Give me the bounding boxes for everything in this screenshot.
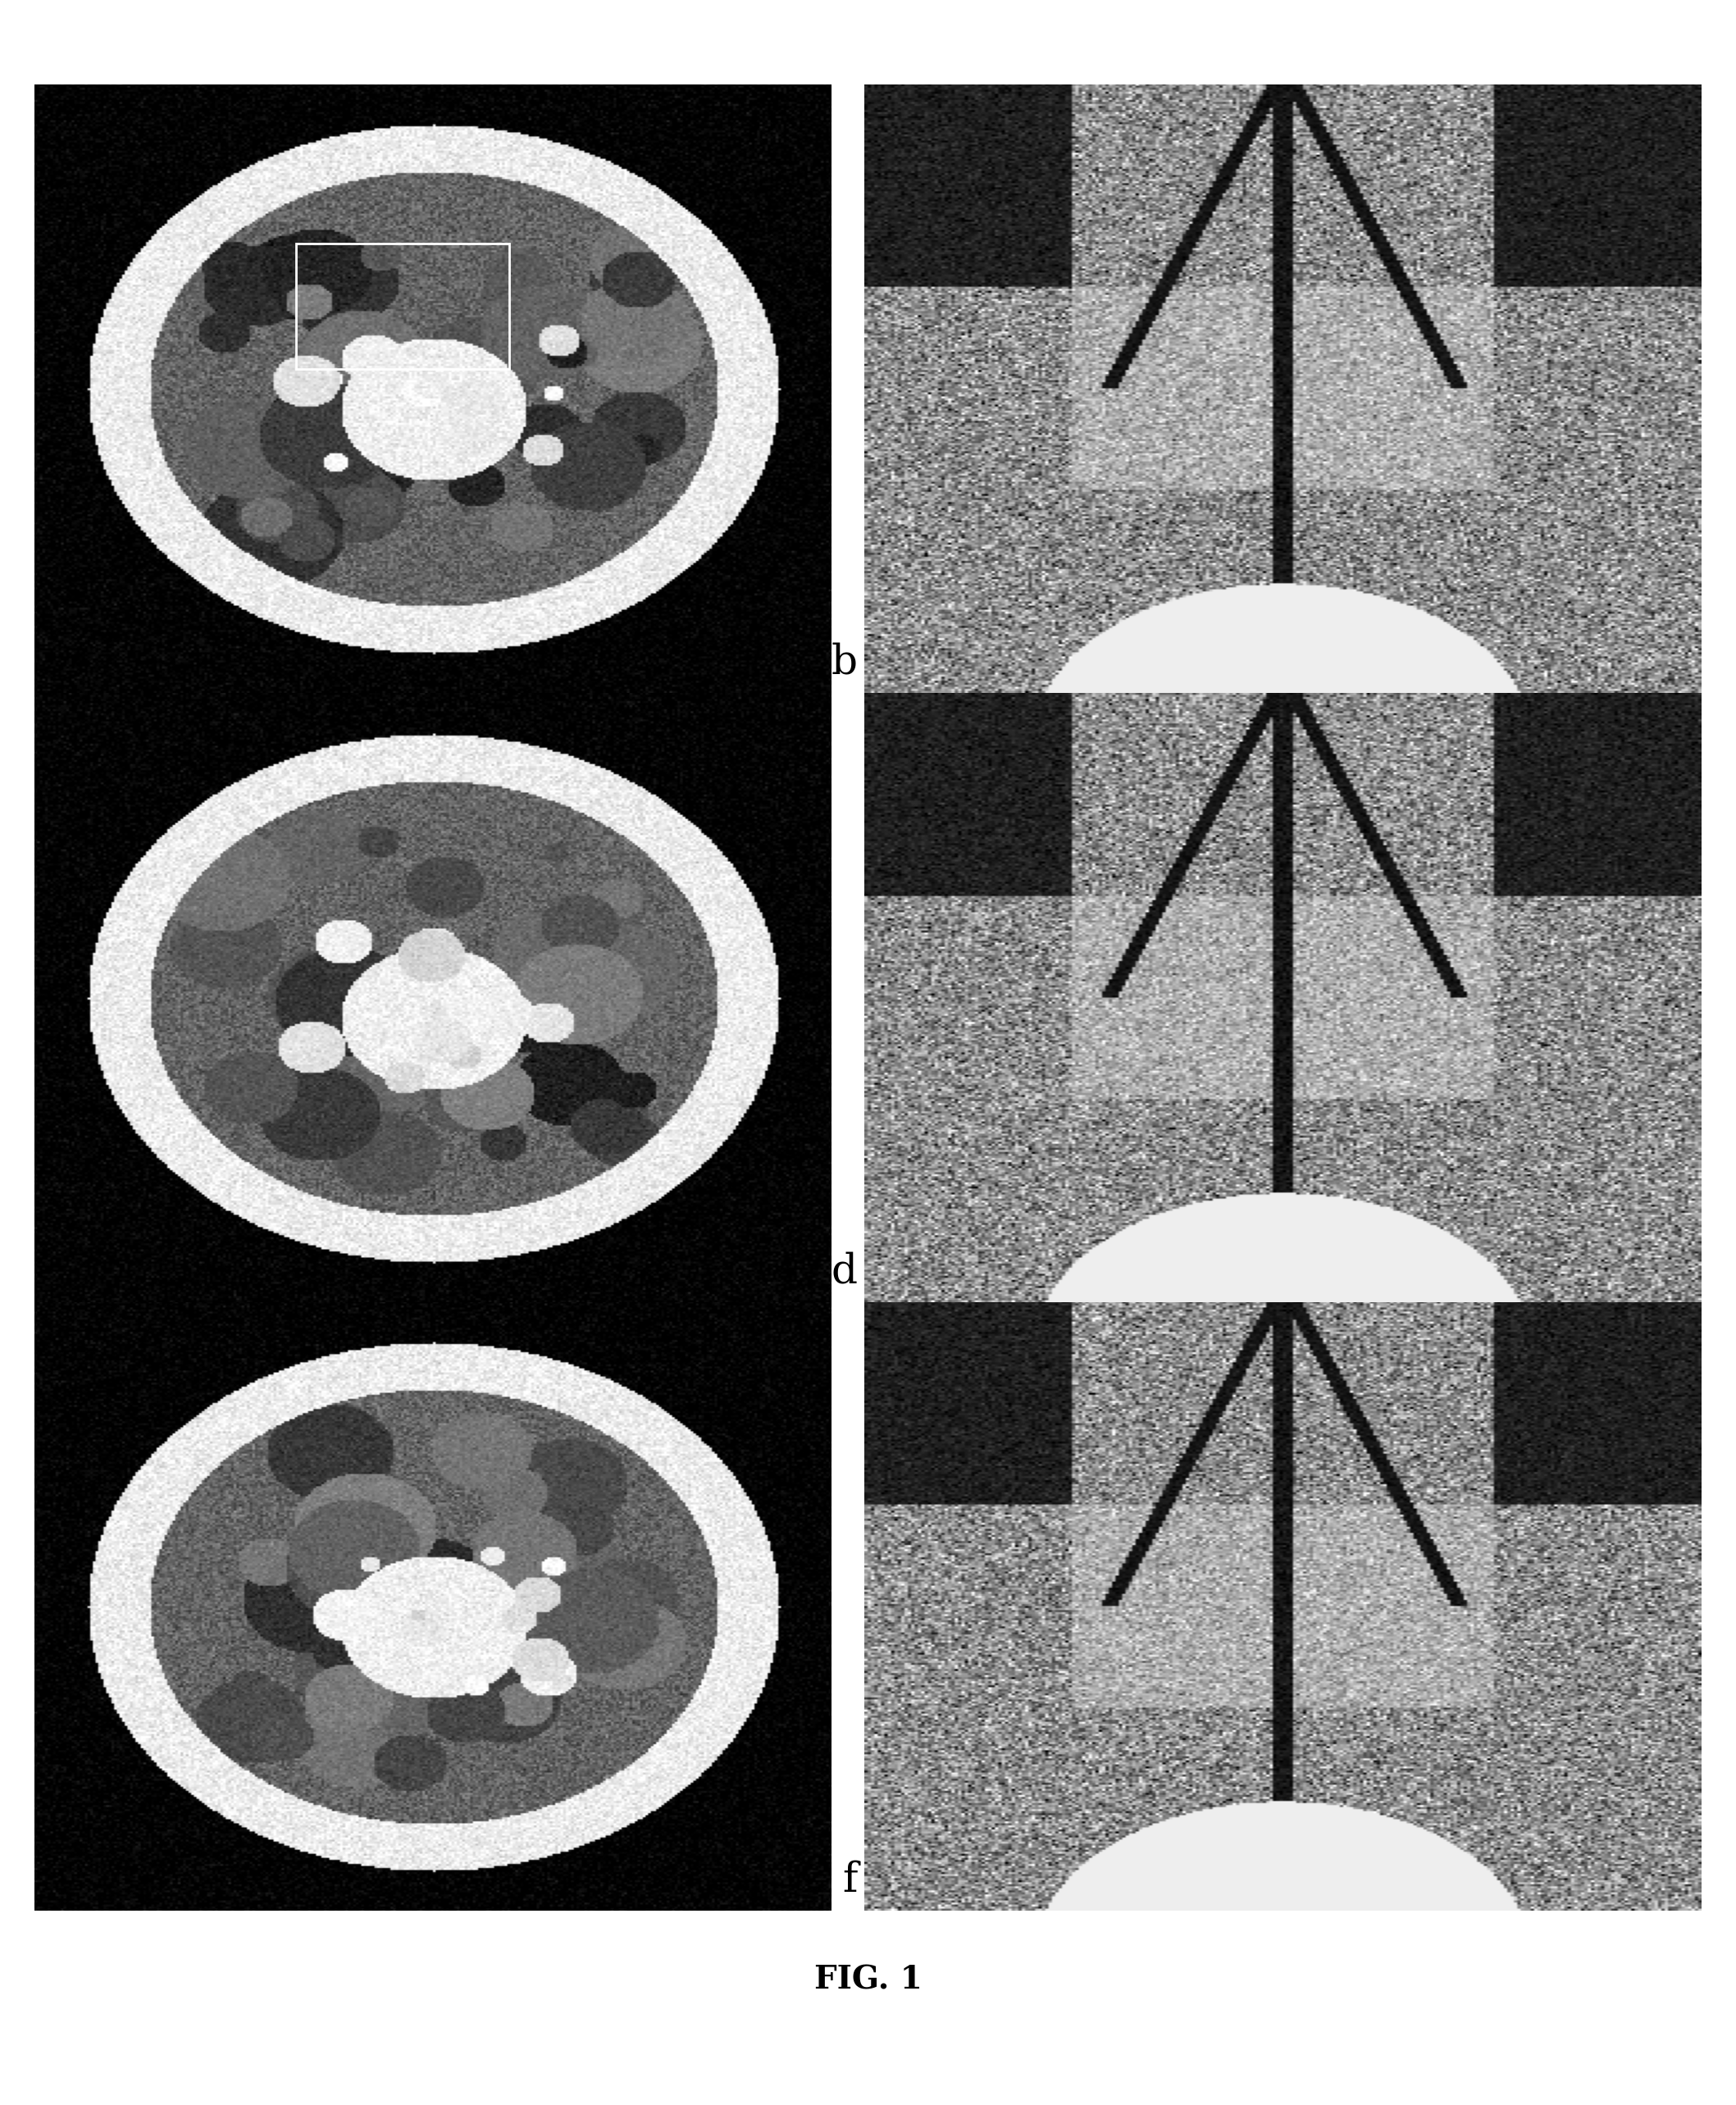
- Text: b: b: [832, 642, 858, 682]
- Text: FIG. 1: FIG. 1: [814, 1964, 922, 1996]
- Text: d: d: [832, 1250, 858, 1292]
- Bar: [297, 244, 509, 368]
- Text: f: f: [842, 1861, 858, 1901]
